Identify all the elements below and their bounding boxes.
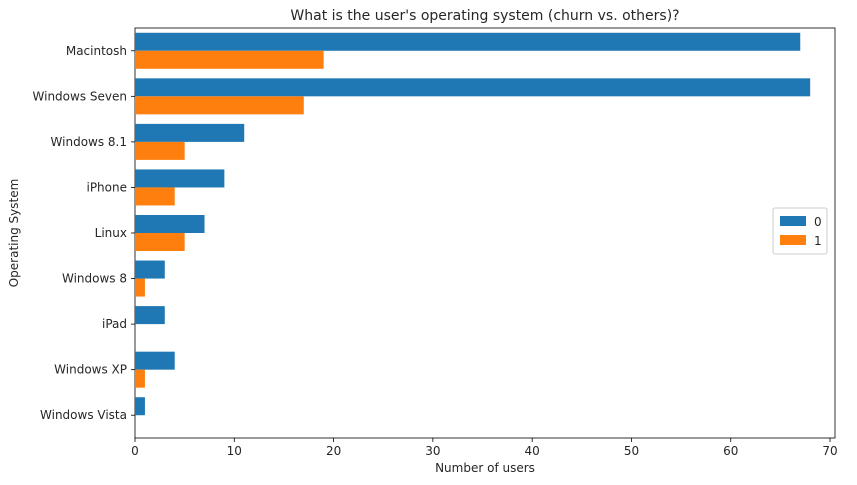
y-tick-label: Linux: [95, 226, 127, 240]
x-tick-label: 60: [723, 444, 738, 458]
legend-label-1: 1: [814, 234, 822, 248]
x-tick-label: 20: [326, 444, 341, 458]
y-tick-label: Macintosh: [66, 44, 127, 58]
bar-1-macintosh: [135, 50, 324, 69]
bar-0-ipad: [135, 306, 165, 325]
y-tick-label: Windows 8: [62, 272, 127, 286]
bar-0-windows-8: [135, 260, 165, 279]
bars: [135, 32, 811, 416]
y-tick-label: iPhone: [86, 180, 127, 194]
y-tick-label: Windows Vista: [40, 408, 127, 422]
bar-0-macintosh: [135, 32, 801, 51]
bar-0-windows-8-1: [135, 123, 245, 142]
legend: 01: [772, 207, 828, 255]
y-axis-ticks: Macintosh Windows Seven Windows 8.1 iPhone L…: [33, 44, 135, 422]
bar-0-windows-seven: [135, 78, 811, 97]
y-tick-label: Windows Seven: [33, 89, 127, 103]
bar-1-windows-xp: [135, 369, 145, 388]
legend-label-0: 0: [814, 215, 822, 229]
y-tick-label: iPad: [102, 317, 127, 331]
bar-0-linux: [135, 215, 205, 233]
y-tick-label: Windows 8.1: [51, 135, 127, 149]
chart-title: What is the user's operating system (chu…: [290, 8, 679, 24]
bar-1-iphone: [135, 187, 175, 206]
x-tick-label: 70: [822, 444, 837, 458]
legend-swatch-0: [780, 216, 806, 226]
x-axis-ticks: 0 10 20 30 40 50 60 70: [131, 438, 838, 458]
x-axis-label: Number of users: [435, 461, 535, 475]
bar-1-linux: [135, 233, 185, 251]
x-tick-label: 40: [525, 444, 540, 458]
y-tick-label: Windows XP: [54, 363, 127, 377]
bar-0-iphone: [135, 169, 225, 188]
bar-1-windows-8-1: [135, 141, 185, 160]
bar-1-windows-seven: [135, 96, 304, 115]
x-tick-label: 0: [131, 444, 139, 458]
x-tick-label: 30: [425, 444, 440, 458]
y-axis-label: Operating System: [7, 179, 21, 288]
bar-0-windows-xp: [135, 351, 175, 370]
bar-1-windows-8: [135, 278, 145, 297]
x-tick-label: 10: [227, 444, 242, 458]
legend-swatch-1: [780, 235, 806, 245]
x-tick-label: 50: [624, 444, 639, 458]
bar-0-windows-vista: [135, 397, 145, 416]
